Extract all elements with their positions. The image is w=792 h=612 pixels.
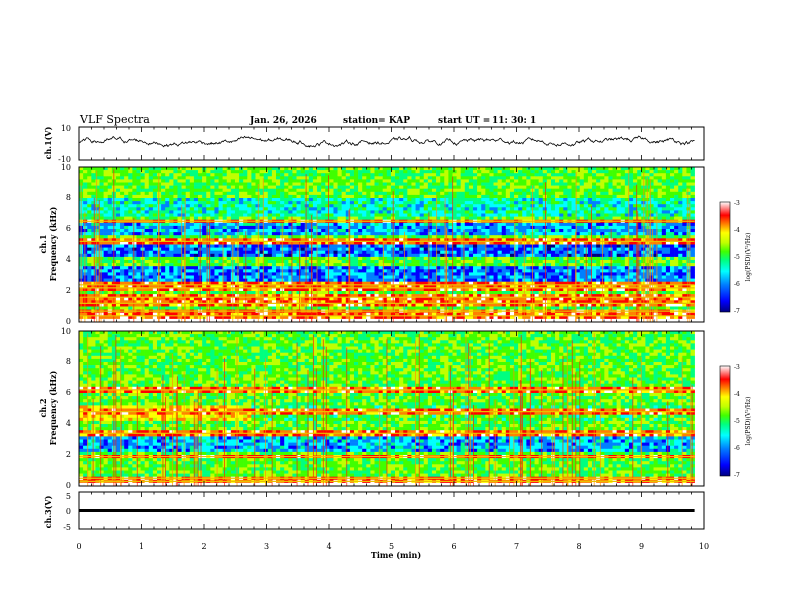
header-station: station= KAP — [343, 116, 410, 126]
ch1-waveform-trace — [78, 135, 695, 148]
ch2-cb-tick-3: -3 — [734, 364, 740, 371]
xtick-9: 9 — [639, 542, 644, 551]
ch2-cb-tick-4: -4 — [734, 391, 740, 398]
xtick-6: 6 — [451, 542, 456, 551]
ch2-spectrogram-image — [79, 331, 695, 487]
ch2-ytick-8: 8 — [66, 357, 71, 366]
ch1-colorbar-scale — [719, 201, 731, 313]
header-date: Jan. 26, 2026 — [249, 116, 317, 126]
ch2-cb-tick-5: -5 — [734, 418, 740, 425]
ch2-colorbar-scale — [719, 365, 731, 477]
ch3-ytick-mid: 0 — [66, 507, 71, 516]
ch2-cb-tick-6: -6 — [734, 445, 740, 452]
ch2-spectrogram-panel: 0 2 4 6 8 10 ch.2 Frequency (kHz) — [38, 327, 705, 490]
ch2-yticks: 0 2 4 6 8 10 — [61, 327, 71, 490]
ch1-ytick-0: 0 — [66, 317, 71, 326]
ch2-spectrogram-ylabel-freq: Frequency (kHz) — [48, 370, 58, 445]
ch2-spectrogram-ylabel-channel: ch.2 — [38, 398, 48, 417]
ch2-ytick-6: 6 — [66, 388, 71, 397]
ch3-ytick-bottom: -5 — [63, 523, 71, 532]
ch1-cb-tick-6: -6 — [734, 281, 740, 288]
ch1-cb-tick-4: -4 — [734, 227, 740, 234]
ch1-ytick-top: 10 — [61, 124, 71, 133]
ch1-yticks: 0 2 4 6 8 10 — [61, 163, 71, 326]
ch1-spectrogram-panel: 0 2 4 6 8 10 ch.1 Frequency (kHz) — [38, 163, 705, 326]
xtick-4: 4 — [326, 542, 331, 551]
x-axis-label: Time (min) — [371, 550, 421, 560]
ch1-ytick-2: 2 — [66, 286, 71, 295]
ch3-waveform-ylabel: ch.3(V) — [43, 495, 53, 528]
ch3-waveform-panel: 5 0 -5 ch.3(V) — [43, 491, 705, 532]
ch2-ytick-2: 2 — [66, 450, 71, 459]
xtick-1: 1 — [139, 542, 144, 551]
xtick-0: 0 — [76, 542, 81, 551]
ch1-waveform-panel: 10 -10 ch.1(V) — [43, 124, 705, 164]
ch1-cb-tick-5: -5 — [734, 254, 740, 261]
ch1-ytick-8: 8 — [66, 193, 71, 202]
ch2-colorbar-label: log(PSD)(V²/Hz) — [745, 397, 752, 446]
header-start-label: start UT = — [438, 116, 490, 126]
xtick-5: 5 — [389, 542, 394, 551]
ch1-cb-tick-3: -3 — [734, 200, 740, 207]
time-tick-marks — [78, 127, 705, 529]
ch1-ytick-bottom: -10 — [58, 155, 71, 164]
ch1-colorbar: -3 -4 -5 -6 -7 log(PSD)(V²/Hz) — [719, 200, 752, 315]
ch3-waveform-trace — [79, 509, 695, 512]
ch1-cb-tick-7: -7 — [734, 308, 740, 315]
ch2-ytick-0: 0 — [66, 481, 71, 490]
x-axis: 0 1 2 3 4 5 6 7 8 9 10 Time (min) — [76, 542, 709, 560]
xtick-10: 10 — [699, 542, 709, 551]
ch1-waveform-ylabel: ch.1(V) — [43, 126, 53, 159]
ch1-spectrogram-ylabel-channel: ch.1 — [38, 234, 48, 253]
xtick-3: 3 — [264, 542, 269, 551]
ch1-spectrogram-ylabel-freq: Frequency (kHz) — [48, 206, 58, 281]
ch1-ytick-6: 6 — [66, 224, 71, 233]
ch1-colorbar-label: log(PSD)(V²/Hz) — [745, 233, 752, 282]
ch2-ytick-4: 4 — [66, 419, 71, 428]
xtick-2: 2 — [201, 542, 206, 551]
ch1-ytick-4: 4 — [66, 255, 71, 264]
header-start-time: 11: 30: 1 — [492, 116, 536, 126]
ch3-ytick-top: 5 — [66, 492, 71, 501]
figure-title: VLF Spectra — [79, 113, 150, 126]
xtick-7: 7 — [514, 542, 519, 551]
ch2-ytick-10: 10 — [61, 327, 71, 336]
xtick-8: 8 — [576, 542, 581, 551]
ch1-spectrogram-image — [79, 167, 695, 323]
ch2-cb-tick-7: -7 — [734, 472, 740, 479]
ch2-colorbar: -3 -4 -5 -6 -7 log(PSD)(V²/Hz) — [719, 364, 752, 479]
ch1-ytick-10: 10 — [61, 163, 71, 172]
